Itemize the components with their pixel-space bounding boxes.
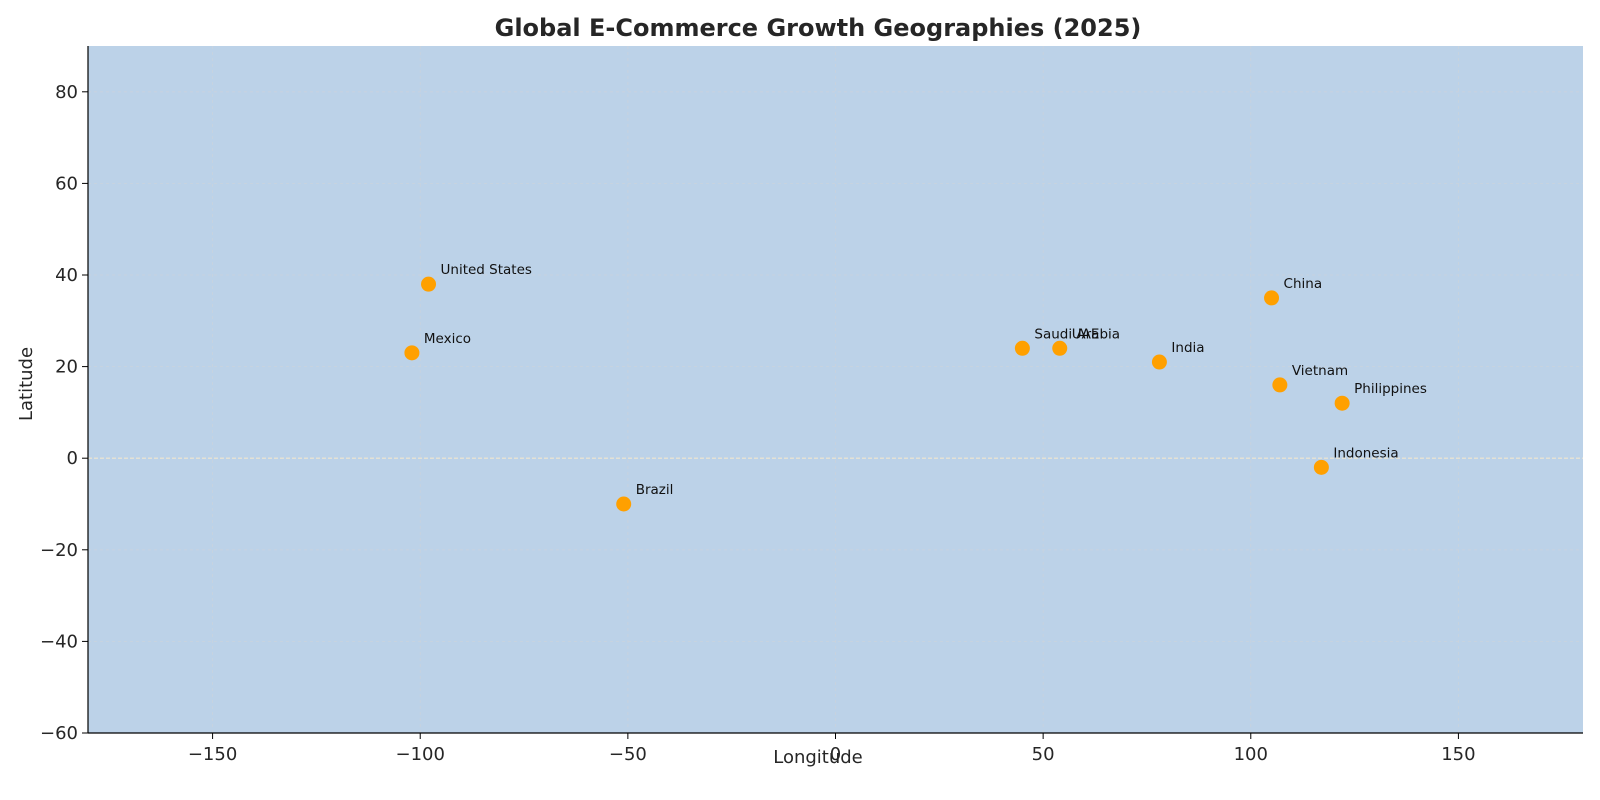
- x-tick-label: 100: [1234, 744, 1268, 765]
- y-axis-label: Latitude: [16, 347, 37, 421]
- grid-lines: [88, 46, 1583, 734]
- x-axis-label: Longitude: [773, 747, 863, 768]
- chart-title: Global E-Commerce Growth Geographies (20…: [495, 14, 1142, 42]
- x-ticks: −150 −100 −50 0 50 100 150: [188, 733, 1476, 765]
- x-tick-label: 0: [830, 744, 841, 765]
- point-label: Philippines: [1354, 381, 1427, 397]
- data-point: [404, 345, 420, 361]
- point-label: China: [1284, 276, 1323, 292]
- point-label: Brazil: [636, 482, 674, 498]
- point-label: Saudi Arabia: [1034, 326, 1120, 342]
- data-point: [1334, 395, 1350, 411]
- data-point: [1313, 459, 1329, 475]
- y-tick-label: −20: [40, 540, 78, 561]
- point-labels: United States Mexico Brazil Saudi ArabiaUAE…: [424, 262, 1427, 498]
- x-tick-label: 150: [1441, 744, 1475, 765]
- data-point: [1052, 340, 1068, 356]
- y-tick-label: 60: [55, 173, 78, 194]
- y-tick-label: 80: [55, 82, 78, 103]
- point-label: United States: [441, 262, 532, 278]
- data-point: [616, 496, 632, 512]
- data-point: [1014, 340, 1030, 356]
- y-tick-label: −40: [40, 631, 78, 652]
- data-point: [1264, 290, 1280, 306]
- point-label: Mexico: [424, 331, 471, 347]
- point-label: Indonesia: [1333, 445, 1398, 461]
- x-tick-label: −100: [395, 744, 444, 765]
- y-tick-label: −60: [40, 723, 78, 744]
- x-tick-label: −150: [188, 744, 237, 765]
- data-point: [1272, 377, 1288, 393]
- data-point: [1151, 354, 1167, 370]
- point-label: Vietnam: [1292, 363, 1348, 379]
- y-ticks: −60 −40 −20 0 20 40 60 80: [40, 82, 88, 744]
- y-tick-label: 40: [55, 265, 78, 286]
- data-point: [421, 276, 437, 292]
- x-tick-label: 50: [1032, 744, 1055, 765]
- point-label: UAE: [1072, 326, 1100, 342]
- x-tick-label: −50: [609, 744, 647, 765]
- y-tick-label: 0: [67, 448, 78, 469]
- point-label: India: [1171, 340, 1204, 356]
- data-points: [404, 276, 1350, 512]
- y-tick-label: 20: [55, 357, 78, 378]
